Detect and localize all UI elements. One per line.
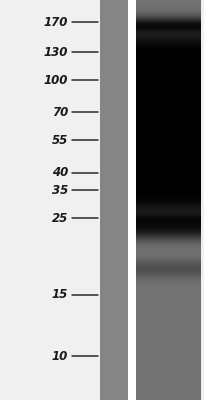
Text: 10: 10 bbox=[52, 350, 68, 362]
Text: 170: 170 bbox=[44, 16, 68, 28]
Text: 130: 130 bbox=[44, 46, 68, 58]
Text: 35: 35 bbox=[52, 184, 68, 196]
Text: 15: 15 bbox=[52, 288, 68, 302]
Bar bbox=[136, 0, 201, 400]
Text: 70: 70 bbox=[52, 106, 68, 118]
Text: 40: 40 bbox=[52, 166, 68, 180]
Text: 100: 100 bbox=[44, 74, 68, 86]
Bar bbox=[128, 0, 136, 400]
Text: 55: 55 bbox=[52, 134, 68, 146]
Text: 25: 25 bbox=[52, 212, 68, 224]
Bar bbox=[100, 0, 128, 400]
